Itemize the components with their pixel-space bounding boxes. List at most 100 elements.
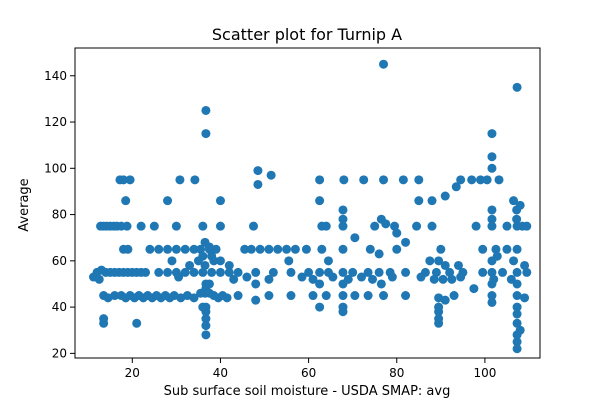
scatter-point xyxy=(502,244,512,254)
scatter-point xyxy=(215,267,225,277)
scatter-point xyxy=(246,244,256,254)
scatter-point xyxy=(268,267,278,277)
scatter-point xyxy=(379,59,389,69)
scatter-point xyxy=(512,302,522,312)
scatter-point xyxy=(222,293,232,303)
scatter-point xyxy=(522,221,532,231)
scatter-point xyxy=(174,272,184,282)
scatter-point xyxy=(290,244,300,254)
scatter-point xyxy=(475,175,485,185)
scatter-point xyxy=(323,256,333,266)
scatter-point xyxy=(512,82,522,92)
scatter-point xyxy=(401,237,411,247)
scatter-point xyxy=(328,272,338,282)
scatter-point xyxy=(487,163,497,173)
scatter-point xyxy=(255,244,265,254)
scatter-point xyxy=(189,267,199,277)
scatter-point xyxy=(200,260,210,270)
scatter-point xyxy=(487,205,497,215)
scatter-point xyxy=(440,191,450,201)
scatter-point xyxy=(515,325,525,335)
scatter-point xyxy=(264,291,274,301)
scatter-point xyxy=(487,279,497,289)
scatter-point xyxy=(392,244,402,254)
scatter-point xyxy=(242,272,252,282)
scatter-point xyxy=(359,175,369,185)
scatter-point xyxy=(487,129,497,139)
scatter-point xyxy=(512,244,522,254)
scatter-point xyxy=(453,260,463,270)
scatter-point xyxy=(286,291,296,301)
scatter-point xyxy=(233,291,243,301)
scatter-point xyxy=(171,221,181,231)
scatter-point xyxy=(189,293,199,303)
scatter-point xyxy=(94,274,104,284)
scatter-point xyxy=(286,267,296,277)
y-tick-label: 120 xyxy=(44,115,67,129)
scatter-point xyxy=(198,302,208,312)
scatter-point xyxy=(253,166,263,176)
scatter-point xyxy=(338,291,348,301)
scatter-point xyxy=(338,267,348,277)
scatter-point xyxy=(240,244,250,254)
scatter-point xyxy=(266,170,276,180)
scatter-point xyxy=(209,256,219,266)
scatter-point xyxy=(401,267,411,277)
scatter-point xyxy=(251,279,261,289)
scatter-point xyxy=(363,291,373,301)
y-tick-label: 140 xyxy=(44,69,67,83)
scatter-point xyxy=(487,267,497,277)
scatter-point xyxy=(390,221,400,231)
scatter-point xyxy=(392,228,402,238)
scatter-point xyxy=(196,244,206,254)
scatter-point xyxy=(198,221,208,231)
scatter-point xyxy=(471,221,481,231)
scatter-point xyxy=(338,214,348,224)
scatter-point xyxy=(201,321,211,331)
scatter-point xyxy=(487,221,497,231)
plot-area-frame xyxy=(74,47,541,359)
scatter-point xyxy=(436,244,446,254)
scatter-point xyxy=(427,221,437,231)
scatter-point xyxy=(141,267,151,277)
scatter-point xyxy=(284,256,294,266)
scatter-point xyxy=(416,272,426,282)
scatter-point xyxy=(494,175,504,185)
scatter-point xyxy=(308,274,318,284)
scatter-point xyxy=(478,244,488,254)
x-tick-label: 80 xyxy=(389,366,404,380)
scatter-point xyxy=(175,175,185,185)
scatter-point xyxy=(512,279,522,289)
scatter-point xyxy=(502,221,512,231)
scatter-point xyxy=(363,267,373,277)
scatter-point xyxy=(189,244,199,254)
y-tick-label: 80 xyxy=(52,208,67,222)
scatter-point xyxy=(509,256,519,266)
scatter-point xyxy=(154,244,164,254)
scatter-point xyxy=(315,267,325,277)
scatter-point xyxy=(321,221,331,231)
y-tick-label: 20 xyxy=(52,346,67,360)
scatter-point xyxy=(215,221,225,231)
data-points xyxy=(89,59,532,354)
scatter-point xyxy=(429,274,439,284)
scatter-point xyxy=(201,314,211,324)
x-axis-label: Sub surface soil moisture - USDA SMAP: a… xyxy=(164,384,451,399)
scatter-point xyxy=(315,279,325,289)
scatter-point xyxy=(201,129,211,139)
scatter-point xyxy=(198,267,208,277)
scatter-point xyxy=(487,297,497,307)
scatter-point xyxy=(339,175,349,185)
scatter-point xyxy=(154,267,164,277)
scatter-point xyxy=(379,291,389,301)
scatter-point xyxy=(381,219,391,229)
x-tick-label: 60 xyxy=(301,366,316,380)
scatter-point xyxy=(365,244,375,254)
scatter-point xyxy=(125,175,135,185)
scatter-point xyxy=(308,291,318,301)
scatter-point xyxy=(121,196,131,206)
scatter-point xyxy=(487,291,497,301)
scatter-point xyxy=(233,267,243,277)
